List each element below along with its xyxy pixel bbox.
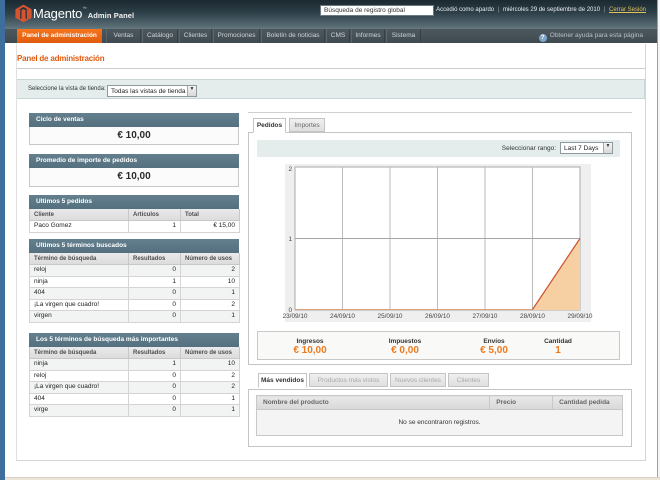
svg-text:26/09/10: 26/09/10 (425, 313, 450, 320)
svg-text:1: 1 (288, 236, 292, 243)
svg-text:25/09/10: 25/09/10 (378, 313, 403, 320)
svg-text:27/09/10: 27/09/10 (473, 313, 498, 320)
svg-text:2: 2 (288, 166, 292, 173)
svg-text:24/09/10: 24/09/10 (330, 313, 355, 320)
svg-text:23/09/10: 23/09/10 (283, 313, 308, 320)
svg-text:29/09/10: 29/09/10 (568, 313, 593, 320)
svg-text:28/09/10: 28/09/10 (520, 313, 545, 320)
svg-text:0: 0 (288, 307, 292, 314)
